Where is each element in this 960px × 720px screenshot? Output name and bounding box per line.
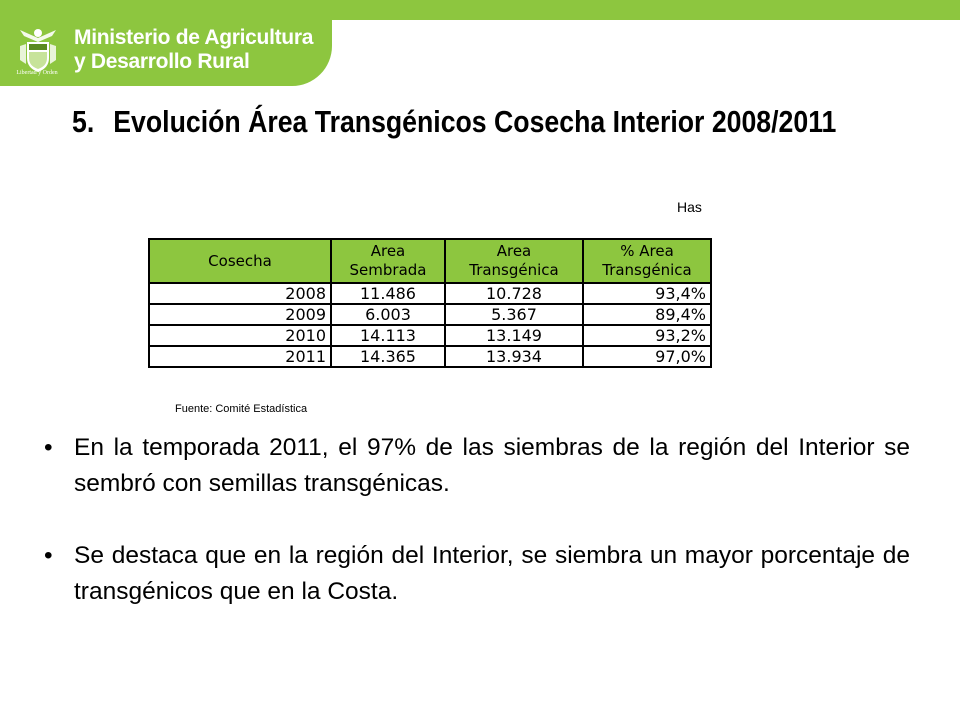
- header-line2: Sembrada: [349, 261, 427, 279]
- header-area-sembrada: Area Sembrada: [332, 240, 444, 282]
- bullet-marker: •: [44, 434, 53, 461]
- unit-label: Has: [677, 199, 702, 215]
- bullet-item: • Se destaca que en la región del Interi…: [44, 538, 910, 610]
- transgenic-area-table: Cosecha Area Sembrada Area Transgénica %…: [148, 238, 712, 368]
- cell-sembrada: 14.365: [332, 347, 444, 366]
- cell-pct: 93,4%: [584, 284, 710, 303]
- header-line2: Transgénica: [469, 261, 559, 279]
- cell-transgenica: 13.149: [446, 326, 582, 345]
- cell-pct: 97,0%: [584, 347, 710, 366]
- cell-pct: 89,4%: [584, 305, 710, 324]
- cell-cosecha: 2011: [150, 347, 330, 366]
- ministry-name-line2: y Desarrollo Rural: [74, 50, 250, 73]
- table-row: 2011 14.365 13.934 97,0%: [150, 347, 710, 366]
- cell-sembrada: 11.486: [332, 284, 444, 303]
- cell-transgenica: 10.728: [446, 284, 582, 303]
- header-line1: Area: [370, 242, 406, 260]
- ministry-name: Ministerio de Agricultura y Desarrollo R…: [74, 26, 330, 74]
- header-area-transgenica: Area Transgénica: [446, 240, 582, 282]
- cell-transgenica: 13.934: [446, 347, 582, 366]
- bullet-text: Se destaca que en la región del Interior…: [74, 542, 910, 605]
- table-row: 2010 14.113 13.149 93,2%: [150, 326, 710, 345]
- bullet-marker: •: [44, 542, 53, 569]
- ministry-name-line1: Ministerio de Agricultura: [74, 26, 314, 49]
- ministry-logo: Libertad y Orden Ministerio de Agricultu…: [0, 0, 332, 86]
- bullet-item: • En la temporada 2011, el 97% de las si…: [44, 430, 910, 502]
- source-note: Fuente: Comité Estadística: [175, 403, 308, 415]
- cell-transgenica: 5.367: [446, 305, 582, 324]
- cell-sembrada: 6.003: [332, 305, 444, 324]
- table-row: 2008 11.486 10.728 93,4%: [150, 284, 710, 303]
- header-cosecha: Cosecha: [150, 240, 330, 282]
- table-header-row: Cosecha Area Sembrada Area Transgénica %…: [150, 240, 710, 282]
- header-pct-area-transgenica: % Area Transgénica: [584, 240, 710, 282]
- header-line2: Transgénica: [602, 261, 692, 279]
- cell-cosecha: 2010: [150, 326, 330, 345]
- bullet-list: • En la temporada 2011, el 97% de las si…: [44, 430, 910, 646]
- cell-cosecha: 2008: [150, 284, 330, 303]
- slide-number: 5.: [72, 104, 95, 139]
- header-line1: Area: [496, 242, 532, 260]
- slide-title: 5. Evolución Área Transgénicos Cosecha In…: [72, 104, 836, 140]
- slide-title-text: Evolución Área Transgénicos Cosecha Inte…: [113, 104, 837, 139]
- bullet-text: En la temporada 2011, el 97% de las siem…: [74, 434, 910, 497]
- coat-of-arms-icon: [20, 29, 56, 72]
- header-line1: % Area: [620, 242, 674, 260]
- cell-pct: 93,2%: [584, 326, 710, 345]
- header-cosecha-label: Cosecha: [208, 251, 272, 270]
- cell-sembrada: 14.113: [332, 326, 444, 345]
- seal-motto: Libertad y Orden: [16, 70, 58, 76]
- cell-cosecha: 2009: [150, 305, 330, 324]
- table-row: 2009 6.003 5.367 89,4%: [150, 305, 710, 324]
